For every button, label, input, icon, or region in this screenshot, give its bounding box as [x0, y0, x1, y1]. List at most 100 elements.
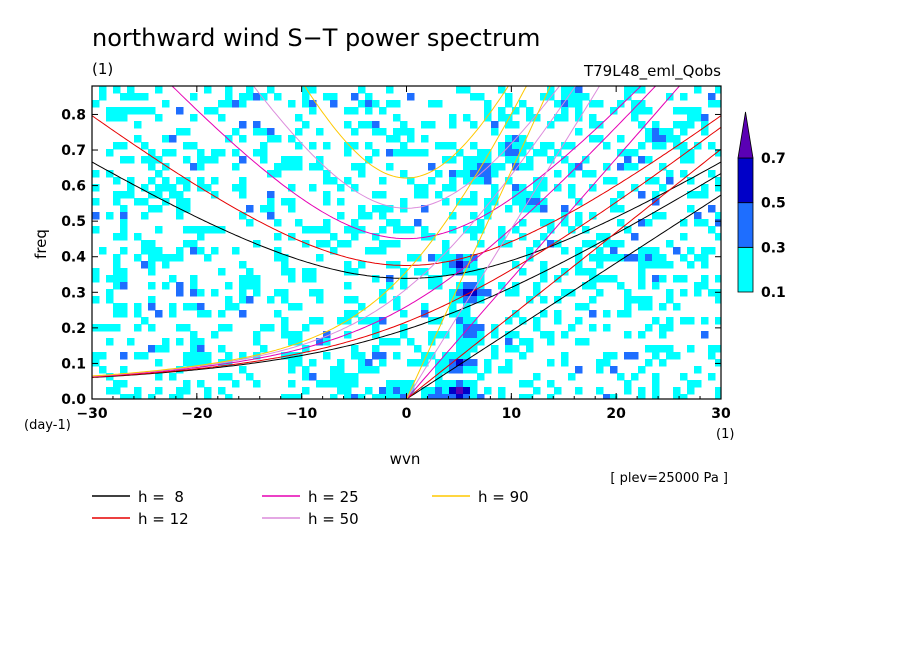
- contour-cell: [127, 86, 135, 94]
- mrg-curve: [92, 173, 721, 378]
- contour-cell: [526, 107, 534, 115]
- contour-cell: [512, 107, 520, 115]
- contour-cell: [141, 142, 149, 150]
- contour-cell: [666, 170, 674, 178]
- contour-cell: [575, 219, 583, 227]
- contour-cell: [211, 149, 219, 157]
- contour-cell: [414, 184, 422, 192]
- contour-cell: [561, 268, 569, 276]
- contour-cell: [645, 254, 653, 262]
- contour-cell: [477, 93, 485, 101]
- contour-cell: [407, 93, 415, 101]
- contour-cell: [638, 100, 646, 108]
- contour-cell: [225, 373, 233, 381]
- contour-cell: [330, 100, 338, 108]
- contour-cell: [666, 345, 674, 353]
- contour-cell: [610, 240, 618, 248]
- contour-cell: [512, 156, 520, 164]
- contour-cell: [260, 156, 268, 164]
- contour-cell: [561, 114, 569, 122]
- contour-cell: [540, 331, 548, 339]
- contour-cell: [687, 205, 695, 213]
- contour-cell: [267, 135, 275, 143]
- contour-cell: [288, 268, 296, 276]
- colorbar: 0.1 0.3 0.5 0.7: [737, 111, 786, 301]
- contour-cell: [302, 373, 310, 381]
- contour-cell: [589, 282, 597, 290]
- x-tick-label: 0: [402, 406, 412, 422]
- contour-cell: [386, 100, 394, 108]
- contour-cell: [505, 149, 513, 157]
- y-tick-label: 0.2: [61, 321, 86, 337]
- contour-cell: [190, 338, 198, 346]
- contour-cell: [281, 289, 289, 297]
- contour-cell: [316, 128, 324, 136]
- contour-cell: [512, 345, 520, 353]
- contour-cell: [610, 275, 618, 283]
- contour-cell: [365, 142, 373, 150]
- contour-cell: [183, 303, 191, 311]
- contour-cell: [134, 107, 142, 115]
- contour-cell: [463, 352, 471, 360]
- contour-cell: [456, 310, 464, 318]
- contour-cell: [113, 261, 121, 269]
- contour-cell: [435, 142, 443, 150]
- contour-cell: [106, 212, 114, 220]
- contour-cell: [652, 275, 660, 283]
- contour-cell: [134, 387, 142, 395]
- contour-cell: [463, 261, 471, 269]
- contour-cell: [442, 380, 450, 388]
- contour-cell: [519, 394, 527, 399]
- contour-cell: [288, 303, 296, 311]
- x-tick-label: −10: [286, 406, 317, 422]
- contour-cell: [449, 184, 457, 192]
- contour-cell: [645, 261, 653, 269]
- contour-cell: [316, 254, 324, 262]
- contour-cell: [407, 359, 415, 367]
- contour-cell: [638, 107, 646, 115]
- contour-cell: [680, 275, 688, 283]
- contour-cell: [596, 387, 604, 395]
- contour-cell: [659, 345, 667, 353]
- contour-cell: [155, 345, 163, 353]
- contour-cell: [365, 93, 373, 101]
- contour-cell: [421, 352, 429, 360]
- contour-cell: [99, 366, 107, 374]
- contour-cell: [190, 331, 198, 339]
- contour-cell: [659, 184, 667, 192]
- contour-cell: [225, 303, 233, 311]
- contour-cell: [596, 135, 604, 143]
- contour-cell: [589, 240, 597, 248]
- contour-cell: [274, 219, 282, 227]
- contour-cell: [547, 359, 555, 367]
- contour-cell: [708, 352, 716, 360]
- contour-cell: [533, 387, 541, 395]
- contour-cell: [400, 324, 408, 332]
- contour-cell: [687, 114, 695, 122]
- contour-cell: [512, 121, 520, 129]
- contour-cell: [638, 275, 646, 283]
- contour-cell: [477, 226, 485, 234]
- contour-cell: [505, 93, 513, 101]
- contour-cell: [505, 135, 513, 143]
- contour-cell: [323, 380, 331, 388]
- contour-cell: [302, 275, 310, 283]
- contour-cell: [666, 128, 674, 136]
- contour-cell: [162, 149, 170, 157]
- contour-cell: [554, 317, 562, 325]
- contour-cell: [323, 240, 331, 248]
- contour-cell: [372, 352, 380, 360]
- contour-cell: [407, 128, 415, 136]
- contour-cell: [540, 149, 548, 157]
- contour-cell: [512, 331, 520, 339]
- contour-cell: [659, 275, 667, 283]
- contour-cell: [477, 219, 485, 227]
- contour-cell: [246, 93, 254, 101]
- contour-cell: [120, 247, 128, 255]
- contour-cell: [232, 149, 240, 157]
- contour-cell: [449, 156, 457, 164]
- contour-cell: [197, 303, 205, 311]
- contour-cell: [610, 352, 618, 360]
- contour-cell: [365, 247, 373, 255]
- contour-cell: [316, 338, 324, 346]
